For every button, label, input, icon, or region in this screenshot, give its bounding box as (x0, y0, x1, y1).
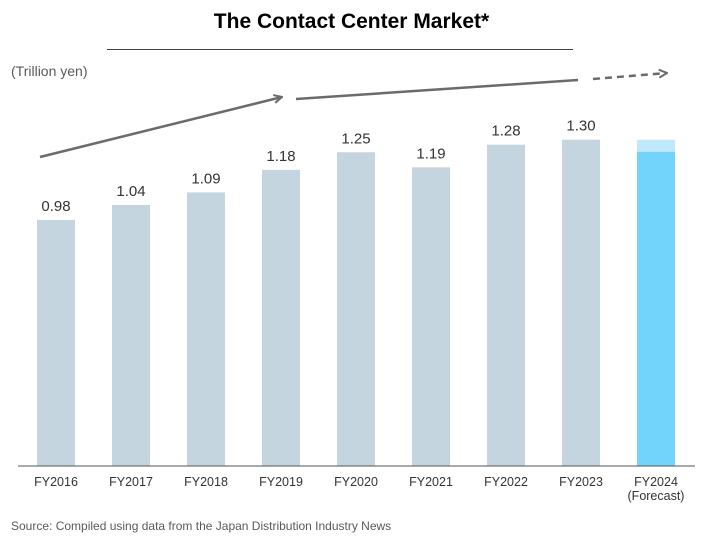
bars-group (37, 139, 675, 466)
tick-label-fy2016: FY2016 (34, 475, 78, 489)
chart-title: The Contact Center Market* (213, 10, 490, 33)
tick-label-fy2017: FY2017 (109, 475, 153, 489)
value-label-fy2021: 1.19 (416, 145, 445, 162)
tick-label-fy2023: FY2023 (559, 475, 603, 489)
bar-fy2018 (187, 192, 225, 466)
bar-fy2021 (412, 167, 450, 466)
tick-label-fy2022: FY2022 (484, 475, 528, 489)
tick-label-fy2024: FY2024 (634, 475, 678, 489)
value-label-fy2023: 1.30 (566, 118, 595, 135)
bar-fy2024 (637, 151, 675, 466)
bar-fy2016 (37, 220, 75, 466)
title-underline (107, 49, 573, 50)
source-note: Source: Compiled using data from the Jap… (11, 519, 392, 533)
trend-arrow-2 (295, 78, 579, 101)
value-labels-group: 0.98 1.04 1.09 1.18 1.25 1.19 1.28 1.30 (41, 118, 595, 215)
value-label-fy2020: 1.25 (341, 130, 370, 147)
value-label-fy2018: 1.09 (191, 170, 220, 187)
value-label-fy2019: 1.18 (266, 148, 295, 165)
bar-fy2022 (487, 144, 525, 466)
bar-fy2023 (562, 139, 600, 466)
tick-sublabel-forecast: (Forecast) (628, 489, 685, 503)
tick-labels-group: FY2016 FY2017 FY2018 FY2019 FY2020 FY2021 FY20… (34, 475, 684, 503)
value-label-fy2022: 1.28 (491, 123, 520, 140)
unit-label: (Trillion yen) (11, 63, 88, 79)
bar-fy2019 (262, 169, 300, 466)
bar-fy2017 (112, 204, 150, 466)
tick-label-fy2021: FY2021 (409, 475, 453, 489)
value-label-fy2016: 0.98 (41, 198, 70, 215)
value-label-fy2017: 1.04 (116, 183, 145, 200)
tick-label-fy2019: FY2019 (259, 475, 303, 489)
trend-arrow-1 (39, 97, 282, 159)
tick-label-fy2018: FY2018 (184, 475, 228, 489)
bar-fy2020 (337, 152, 375, 466)
trend-arrow-forecast (592, 73, 667, 81)
bar-forecast-fade (637, 139, 675, 152)
trend-arrows (39, 73, 667, 159)
tick-label-fy2020: FY2020 (334, 475, 378, 489)
